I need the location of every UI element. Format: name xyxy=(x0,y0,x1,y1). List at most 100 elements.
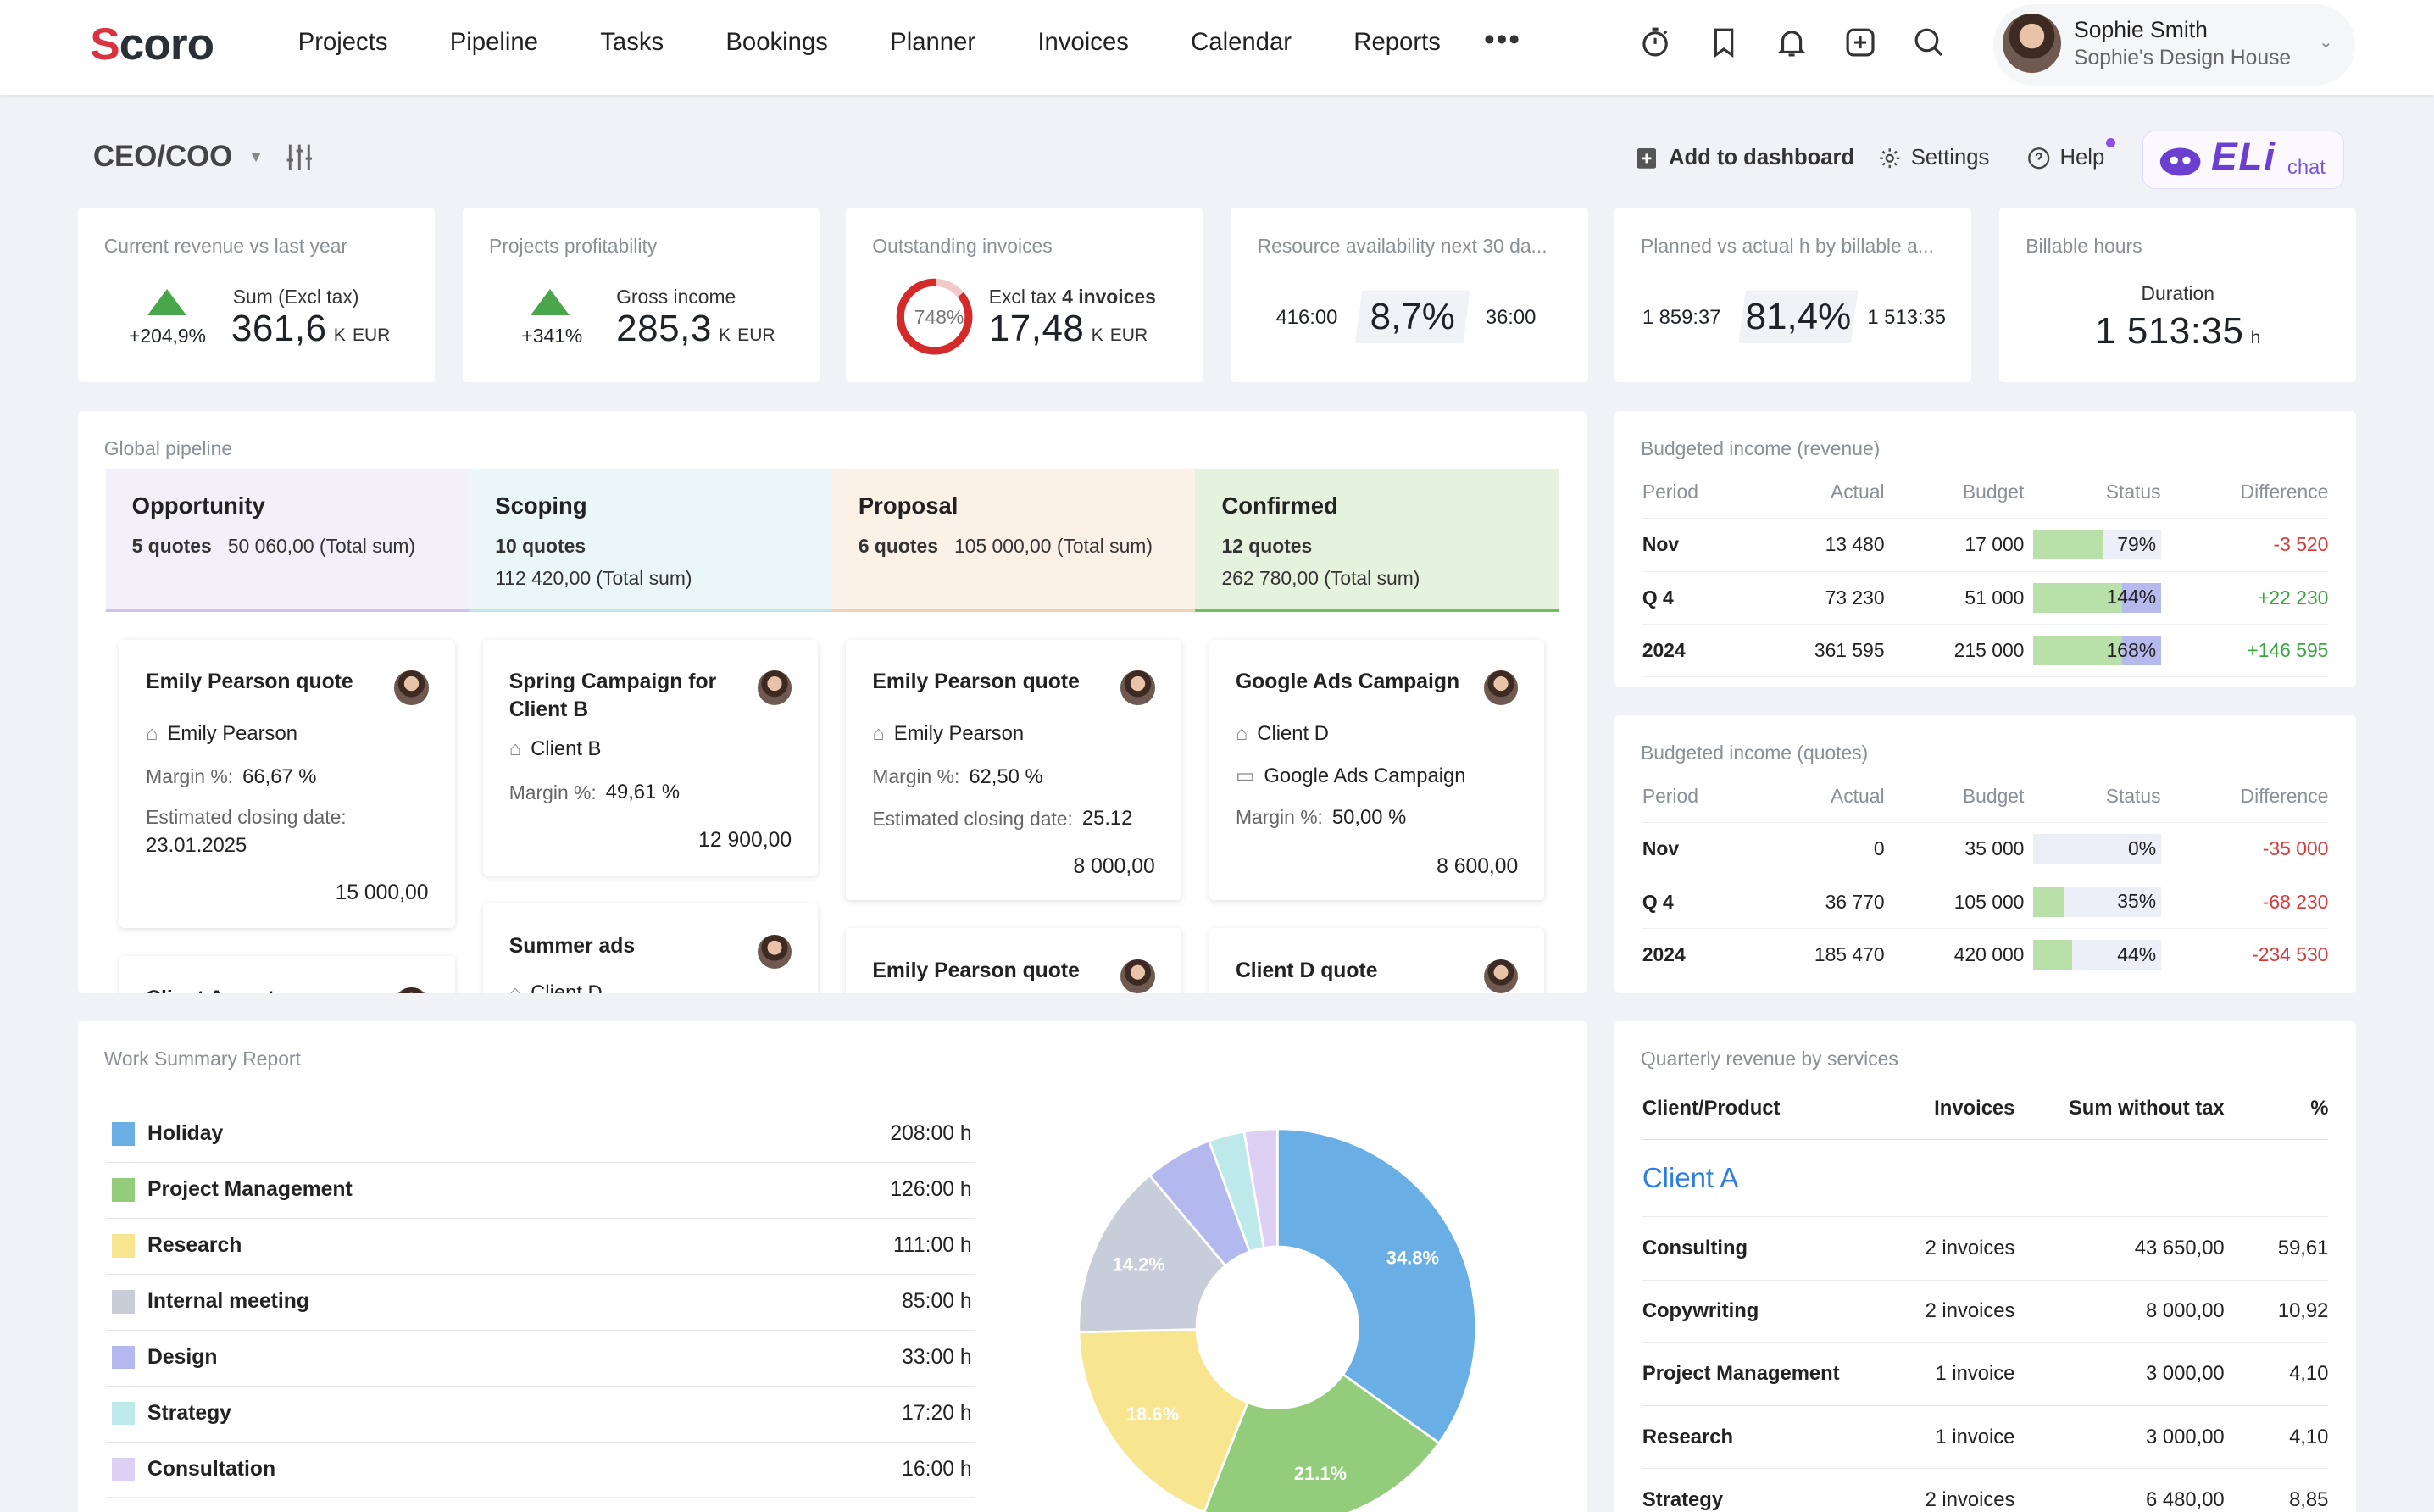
budget: 420 000 xyxy=(1884,928,2025,982)
work-summary-row[interactable]: Project Management 126:00 h xyxy=(105,1163,975,1219)
sum-without-tax: 43 650,00 xyxy=(2014,1216,2225,1281)
pipeline-column-scoping[interactable]: Scoping 10 quotes 112 420,00 (Total sum) xyxy=(469,469,832,612)
toolbar-icons xyxy=(1637,25,1946,60)
kpi-unit: K xyxy=(718,325,731,345)
table-row[interactable]: Nov 13 480 17 000 79% -3 520 xyxy=(1642,518,2329,572)
card-title: Quarterly revenue by services xyxy=(1640,1048,1898,1070)
kpi-value: 8,7% xyxy=(1354,290,1470,343)
timer-icon[interactable] xyxy=(1637,25,1673,60)
pie-slice-consultation[interactable] xyxy=(1242,1127,1279,1249)
legend-swatch xyxy=(111,1290,136,1314)
work-summary-row[interactable]: Strategy 17:20 h xyxy=(105,1387,975,1443)
pipeline-column-proposal[interactable]: Proposal 6 quotes 105 000,00 (Total sum) xyxy=(831,469,1196,612)
add-to-dashboard-button[interactable]: Add to dashboard xyxy=(1636,146,1854,170)
table-row[interactable]: Q 4 36 770 105 000 35% -68 230 xyxy=(1642,876,2329,929)
bookmark-icon[interactable] xyxy=(1706,25,1742,60)
work-summary-row[interactable]: Internal meeting 85:00 h xyxy=(105,1275,975,1331)
sliders-icon[interactable] xyxy=(284,142,315,173)
quote-card[interactable]: Google Ads Campaign ⌂ Client D ▭ Google Ad… xyxy=(1209,639,1545,901)
help-button[interactable]: Help xyxy=(2027,146,2104,170)
caret-down-icon[interactable]: ▼ xyxy=(248,147,264,165)
quote-card[interactable]: Emily Pearson quote ⌂ Emily Pearson Margi… xyxy=(846,639,1181,901)
table-row[interactable]: Project Management 1 invoice 3 000,00 4,10 xyxy=(1642,1342,2329,1406)
col-budget: Budget xyxy=(1884,770,2025,824)
scoro-logo[interactable]: Scoro xyxy=(90,19,214,70)
quote-card[interactable]: Client A quote xyxy=(119,956,455,994)
quote-card[interactable]: Client D quote xyxy=(1209,928,1545,994)
client-group-name[interactable]: Client A xyxy=(1642,1139,2329,1218)
quote-card[interactable]: Spring Campaign for Client B ⌂ Client B M… xyxy=(482,639,819,876)
work-summary-row[interactable]: Research 111:00 h xyxy=(105,1219,975,1275)
pie-slice-research[interactable] xyxy=(1077,1327,1250,1512)
bell-icon[interactable] xyxy=(1774,25,1809,60)
nav-invoices[interactable]: Invoices xyxy=(1037,27,1129,56)
status-percent: 44% xyxy=(2117,942,2157,965)
add-icon[interactable] xyxy=(1842,25,1878,60)
table-row[interactable]: 2024 361 595 215 000 168% +146 595 xyxy=(1642,624,2329,678)
table-row[interactable]: 2024 185 470 420 000 44% -234 530 xyxy=(1642,928,2329,982)
quote-card[interactable]: Emily Pearson quote xyxy=(846,928,1181,994)
kpi-card-planned-vs-actual[interactable]: Planned vs actual h by billable a... 1 8… xyxy=(1614,208,1972,382)
work-summary-row[interactable]: Design 33:00 h xyxy=(105,1331,975,1387)
kpi-card-profitability[interactable]: Projects profitability +341% Gross incom… xyxy=(462,208,820,382)
kpi-card-revenue[interactable]: Current revenue vs last year +204,9% Sum… xyxy=(77,208,435,382)
table-row[interactable]: Research 1 invoice 3 000,00 4,10 xyxy=(1642,1405,2329,1470)
eli-chat-button[interactable]: ELi chat xyxy=(2142,130,2344,190)
pie-slice-project-management[interactable] xyxy=(1203,1372,1442,1512)
work-summary-row[interactable]: Holiday 208:00 h xyxy=(105,1107,975,1163)
quote-card[interactable]: Emily Pearson quote ⌂ Emily Pearson Margi… xyxy=(119,639,455,929)
nav-projects[interactable]: Projects xyxy=(297,27,388,56)
kpi-right-value: 1 513:35 xyxy=(1867,305,1945,329)
table-row[interactable]: Consulting 2 invoices 43 650,00 59,61 xyxy=(1642,1216,2329,1281)
status-bar: 35% xyxy=(2033,887,2161,917)
briefcase-icon: ▭ xyxy=(1235,764,1255,788)
kpi-unit: K xyxy=(333,325,346,345)
quote-card[interactable]: Summer ads ⌂ Client D xyxy=(482,903,819,994)
table-row[interactable]: Q 4 73 230 51 000 144% +22 230 xyxy=(1642,571,2329,625)
pie-label: 14.2% xyxy=(1113,1254,1165,1275)
logo-mark: S xyxy=(90,19,119,69)
status-cell: 35% xyxy=(2024,876,2161,929)
work-summary-row[interactable]: Consultation 16:00 h xyxy=(105,1443,975,1498)
table-header: Period Actual Budget Status Difference xyxy=(1642,465,2329,520)
search-icon[interactable] xyxy=(1911,25,1947,60)
difference: +22 230 xyxy=(2160,571,2329,625)
quote-title: Spring Campaign for Client B xyxy=(508,670,717,722)
table-header: Client/Product Invoices Sum without tax … xyxy=(1642,1077,2329,1140)
nav-calendar[interactable]: Calendar xyxy=(1191,27,1292,56)
user-menu[interactable]: Sophie Smith Sophie's Design House ⌄ xyxy=(1992,4,2355,86)
quote-margin: Margin %: 62,50 % xyxy=(872,765,1042,789)
kpi-unit: h xyxy=(2250,328,2261,348)
more-menu-button[interactable]: ••• xyxy=(1484,21,1521,57)
kpi-card-billable-hours[interactable]: Billable hours Duration 1 513:35 h xyxy=(1999,208,2357,382)
nav-bookings[interactable]: Bookings xyxy=(725,27,828,56)
kpi-right-value: 36:00 xyxy=(1485,305,1537,329)
period: Nov xyxy=(1642,822,1752,876)
invoice-count: 2 invoices xyxy=(1875,1468,2015,1512)
client-group-row[interactable]: Client A xyxy=(1642,1139,2329,1218)
client-name: Client D xyxy=(531,981,603,994)
dashboard-title[interactable]: CEO/COO xyxy=(92,139,233,173)
sum-without-tax: 3 000,00 xyxy=(2014,1342,2225,1406)
pipeline-column-opportunity[interactable]: Opportunity 5 quotes 50 060,00 (Total su… xyxy=(105,469,470,612)
kpi-value-group: 361,6 K EUR xyxy=(231,308,390,350)
table-row[interactable]: Copywriting 2 invoices 8 000,00 10,92 xyxy=(1642,1280,2329,1343)
column-title: Scoping xyxy=(495,492,587,519)
kpi-card-outstanding-invoices[interactable]: Outstanding invoices 748% Excl tax 4 inv… xyxy=(846,208,1203,382)
nav-planner[interactable]: Planner xyxy=(890,27,976,56)
status-bar-fill xyxy=(2033,636,2122,665)
nav-reports[interactable]: Reports xyxy=(1353,27,1441,56)
nav-tasks[interactable]: Tasks xyxy=(600,27,664,56)
settings-button[interactable]: Settings xyxy=(1878,146,1989,170)
table-row[interactable]: Nov 0 35 000 0% -35 000 xyxy=(1642,822,2329,876)
pie-slice-internal-meeting[interactable] xyxy=(1077,1173,1228,1333)
client-name: Emily Pearson xyxy=(167,721,297,745)
nav-pipeline[interactable]: Pipeline xyxy=(449,27,538,56)
pipeline-column-confirmed[interactable]: Confirmed 12 quotes 262 780,00 (Total sum… xyxy=(1195,469,1559,612)
invoice-count: 2 invoices xyxy=(1875,1216,2015,1281)
table-row[interactable]: Strategy 2 invoices 6 480,00 8,85 xyxy=(1642,1468,2329,1512)
pie-slice-holiday[interactable] xyxy=(1276,1127,1478,1445)
actual: 13 480 xyxy=(1751,518,1885,572)
pie-label: 21.1% xyxy=(1294,1463,1347,1484)
kpi-card-resource-availability[interactable]: Resource availability next 30 da... 416:… xyxy=(1231,208,1588,382)
